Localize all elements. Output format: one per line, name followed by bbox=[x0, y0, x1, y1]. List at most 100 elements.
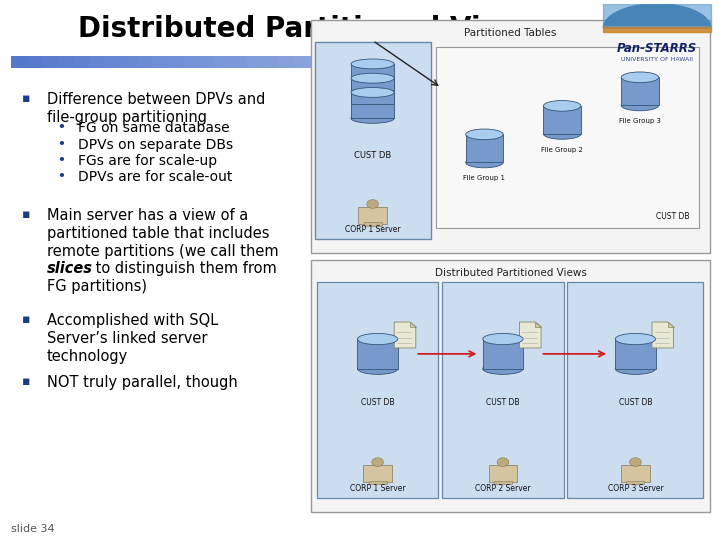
FancyBboxPatch shape bbox=[369, 481, 387, 484]
FancyBboxPatch shape bbox=[246, 56, 264, 68]
Ellipse shape bbox=[351, 113, 395, 123]
Ellipse shape bbox=[357, 333, 397, 345]
FancyBboxPatch shape bbox=[294, 56, 311, 68]
FancyBboxPatch shape bbox=[435, 56, 452, 68]
FancyBboxPatch shape bbox=[488, 465, 518, 482]
Text: Difference between DPVs and: Difference between DPVs and bbox=[47, 92, 265, 107]
FancyBboxPatch shape bbox=[626, 481, 644, 484]
FancyBboxPatch shape bbox=[364, 222, 382, 226]
Text: •: • bbox=[58, 122, 66, 134]
Text: slices: slices bbox=[47, 261, 93, 276]
Ellipse shape bbox=[482, 333, 523, 345]
Text: FG on same database: FG on same database bbox=[78, 122, 230, 136]
FancyBboxPatch shape bbox=[262, 56, 279, 68]
FancyBboxPatch shape bbox=[358, 207, 387, 224]
Text: DPVs are for scale-out: DPVs are for scale-out bbox=[78, 170, 232, 184]
PathPatch shape bbox=[395, 322, 416, 348]
Text: CUST DB: CUST DB bbox=[618, 399, 652, 408]
FancyBboxPatch shape bbox=[615, 339, 656, 369]
Text: ▪: ▪ bbox=[22, 313, 30, 326]
Ellipse shape bbox=[621, 72, 659, 83]
Text: •: • bbox=[58, 138, 66, 151]
FancyBboxPatch shape bbox=[351, 78, 394, 104]
Ellipse shape bbox=[616, 333, 656, 345]
Circle shape bbox=[366, 200, 379, 208]
Text: Distributed Partitioned Views: Distributed Partitioned Views bbox=[78, 15, 541, 43]
Circle shape bbox=[629, 458, 642, 467]
Text: File Group 2: File Group 2 bbox=[541, 147, 583, 153]
Text: CUST DB: CUST DB bbox=[656, 212, 690, 221]
Ellipse shape bbox=[482, 363, 523, 374]
Text: technology: technology bbox=[47, 349, 128, 364]
Ellipse shape bbox=[621, 100, 659, 111]
Ellipse shape bbox=[351, 73, 395, 83]
FancyBboxPatch shape bbox=[466, 134, 503, 163]
Text: CORP 1 Server: CORP 1 Server bbox=[345, 225, 400, 234]
FancyBboxPatch shape bbox=[89, 56, 107, 68]
FancyBboxPatch shape bbox=[153, 56, 169, 68]
Ellipse shape bbox=[357, 363, 397, 374]
Text: NOT truly parallel, though: NOT truly parallel, though bbox=[47, 375, 238, 390]
FancyBboxPatch shape bbox=[58, 56, 75, 68]
FancyBboxPatch shape bbox=[621, 77, 659, 105]
Text: Accomplished with SQL: Accomplished with SQL bbox=[47, 313, 218, 328]
Text: slide 34: slide 34 bbox=[11, 523, 55, 534]
FancyBboxPatch shape bbox=[311, 260, 710, 512]
FancyBboxPatch shape bbox=[372, 56, 390, 68]
FancyBboxPatch shape bbox=[341, 56, 358, 68]
Ellipse shape bbox=[466, 129, 503, 140]
Ellipse shape bbox=[544, 129, 581, 139]
Text: ▪: ▪ bbox=[22, 92, 30, 105]
FancyBboxPatch shape bbox=[215, 56, 233, 68]
Text: to distinguish them from: to distinguish them from bbox=[91, 261, 277, 276]
Text: FGs are for scale-up: FGs are for scale-up bbox=[78, 154, 217, 168]
Ellipse shape bbox=[616, 363, 656, 374]
FancyBboxPatch shape bbox=[567, 282, 703, 498]
Ellipse shape bbox=[466, 157, 503, 168]
Text: File Group 1: File Group 1 bbox=[464, 176, 505, 181]
Ellipse shape bbox=[351, 87, 395, 97]
FancyBboxPatch shape bbox=[494, 481, 512, 484]
Text: ▪: ▪ bbox=[22, 375, 30, 388]
FancyBboxPatch shape bbox=[73, 56, 91, 68]
Text: Main server has a view of a: Main server has a view of a bbox=[47, 208, 248, 223]
Text: •: • bbox=[58, 154, 66, 167]
FancyBboxPatch shape bbox=[121, 56, 138, 68]
FancyBboxPatch shape bbox=[544, 106, 581, 134]
FancyBboxPatch shape bbox=[404, 56, 421, 68]
FancyBboxPatch shape bbox=[105, 56, 122, 68]
PathPatch shape bbox=[520, 322, 541, 348]
Text: partitioned table that includes: partitioned table that includes bbox=[47, 226, 269, 241]
Text: UNIVERSITY OF HAWAII: UNIVERSITY OF HAWAII bbox=[621, 57, 693, 62]
Text: DPVs on separate DBs: DPVs on separate DBs bbox=[78, 138, 233, 152]
Circle shape bbox=[372, 458, 384, 467]
Text: Distributed Partitioned Views: Distributed Partitioned Views bbox=[435, 268, 586, 279]
PathPatch shape bbox=[667, 322, 674, 327]
FancyBboxPatch shape bbox=[168, 56, 185, 68]
Ellipse shape bbox=[351, 59, 395, 69]
FancyBboxPatch shape bbox=[278, 56, 295, 68]
Text: CORP 1 Server: CORP 1 Server bbox=[350, 484, 405, 493]
Circle shape bbox=[497, 458, 509, 467]
Ellipse shape bbox=[544, 100, 581, 111]
Text: Server’s linked server: Server’s linked server bbox=[47, 331, 207, 346]
Text: file-group partitioning: file-group partitioning bbox=[47, 110, 207, 125]
Text: Partitioned Tables: Partitioned Tables bbox=[464, 28, 557, 38]
FancyBboxPatch shape bbox=[11, 56, 28, 68]
FancyBboxPatch shape bbox=[325, 56, 343, 68]
FancyBboxPatch shape bbox=[388, 56, 405, 68]
Text: CUST DB: CUST DB bbox=[361, 399, 395, 408]
Text: CORP 3 Server: CORP 3 Server bbox=[608, 484, 663, 493]
FancyBboxPatch shape bbox=[199, 56, 217, 68]
FancyBboxPatch shape bbox=[317, 282, 438, 498]
FancyBboxPatch shape bbox=[442, 282, 564, 498]
FancyBboxPatch shape bbox=[311, 20, 710, 253]
PathPatch shape bbox=[410, 322, 416, 327]
FancyBboxPatch shape bbox=[621, 465, 650, 482]
FancyBboxPatch shape bbox=[482, 339, 523, 369]
FancyBboxPatch shape bbox=[315, 42, 431, 239]
Text: ▪: ▪ bbox=[22, 208, 30, 221]
Text: CORP 2 Server: CORP 2 Server bbox=[475, 484, 531, 493]
Text: remote partitions (we call them: remote partitions (we call them bbox=[47, 244, 279, 259]
Text: File Group 3: File Group 3 bbox=[619, 118, 661, 124]
